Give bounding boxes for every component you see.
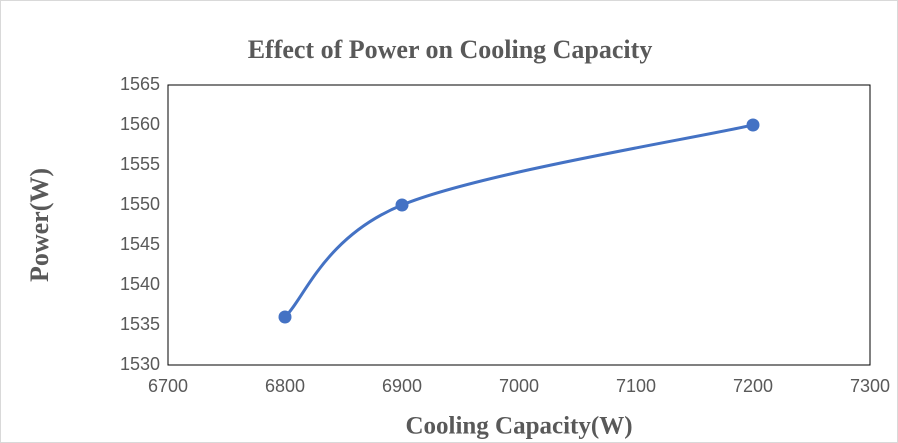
y-tick-label: 1560	[120, 114, 160, 134]
y-tick-label: 1540	[120, 274, 160, 294]
marker	[278, 310, 292, 324]
marker	[395, 198, 409, 212]
x-tick-label: 6700	[148, 376, 188, 396]
y-tick-label: 1555	[120, 154, 160, 174]
marker	[746, 118, 760, 132]
y-tick-label: 1535	[120, 314, 160, 334]
x-tick-label: 6800	[265, 376, 305, 396]
y-tick-label: 1565	[120, 74, 160, 94]
y-tick-label: 1545	[120, 234, 160, 254]
x-tick-label: 7300	[850, 376, 890, 396]
chart-title: Effect of Power on Cooling Capacity	[248, 35, 653, 64]
y-tick-label: 1550	[120, 194, 160, 214]
x-tick-label: 7200	[733, 376, 773, 396]
x-tick-label: 7100	[616, 376, 656, 396]
x-tick-label: 6900	[382, 376, 422, 396]
plot-area	[167, 84, 871, 366]
y-tick-label: 1530	[120, 354, 160, 374]
x-axis-label: Cooling Capacity(W)	[405, 413, 632, 440]
y-axis-label: Power(W)	[25, 168, 54, 282]
x-tick-label: 7000	[499, 376, 539, 396]
line	[283, 123, 754, 319]
